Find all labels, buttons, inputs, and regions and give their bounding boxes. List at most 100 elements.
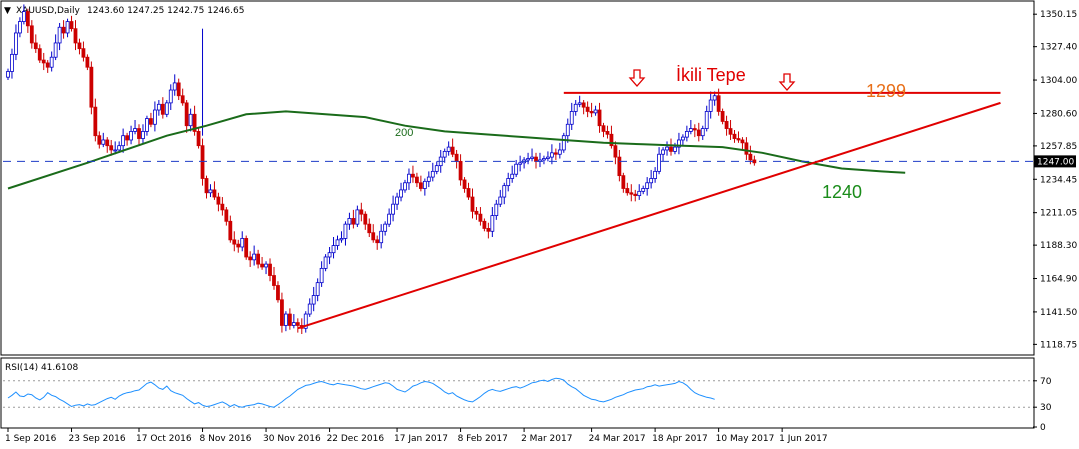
candle-body	[73, 28, 78, 44]
candle-body	[629, 192, 634, 195]
candle-body	[720, 111, 725, 122]
candle-body	[248, 256, 253, 261]
candle-body	[335, 239, 340, 246]
drawn-lines: 1247.00	[3, 91, 1076, 330]
candle-body	[53, 42, 58, 58]
candle-body	[164, 102, 169, 115]
price-tick-label: 1118.75	[1040, 340, 1077, 350]
candle-body	[391, 203, 395, 215]
candle-body	[33, 42, 38, 50]
candle-body	[415, 176, 419, 184]
current-price-badge	[1034, 155, 1076, 168]
candle-body	[93, 106, 98, 137]
peak-arrow-icon	[778, 73, 796, 91]
candle-body	[295, 322, 300, 326]
candle-body	[41, 59, 46, 64]
candle-body	[160, 103, 165, 115]
rsi-title: RSI(14) 41.6108	[5, 363, 78, 373]
candle-body	[411, 173, 415, 178]
candle-body	[708, 99, 713, 112]
price-tick-label: 1350.15	[1040, 10, 1077, 20]
candle-body	[430, 170, 435, 178]
candle-body	[347, 218, 352, 225]
price-tick-label: 1257.85	[1040, 142, 1077, 152]
candle-body	[577, 102, 582, 105]
candle-body	[81, 48, 86, 58]
time-tick-label: 23 Sep 2016	[69, 434, 126, 444]
time-tick-label: 17 Oct 2016	[136, 434, 192, 444]
price-tick-label: 1327.40	[1040, 43, 1077, 53]
candle-body	[109, 145, 114, 151]
price-axis: 1350.15 1327.40 1304.00 1280.60 1257.85 1234.…	[1033, 10, 1077, 350]
candle-body	[260, 263, 264, 268]
candle-body	[601, 125, 606, 132]
candle-body	[617, 156, 622, 177]
candle-body	[716, 95, 721, 112]
time-tick-label: 24 Mar 2017	[589, 434, 646, 444]
time-tick-label: 2 Mar 2017	[521, 434, 572, 444]
candle-body	[748, 153, 753, 161]
candle-body	[478, 213, 483, 222]
candle-body	[502, 185, 507, 198]
resistance-level-label: 1299	[866, 81, 906, 101]
candle-body	[125, 135, 129, 141]
candle-body	[573, 103, 578, 112]
candle-body	[176, 82, 181, 97]
candle-body	[712, 95, 717, 101]
time-tick-label: 10 May 2017	[716, 434, 775, 444]
candle-body	[339, 238, 344, 241]
candle-body	[97, 135, 102, 145]
candle-body	[6, 71, 10, 78]
candle-body	[236, 243, 241, 248]
candle-body	[327, 252, 332, 258]
candle-body	[653, 170, 658, 179]
candle-body	[204, 178, 209, 194]
time-tick-label: 1 Jun 2017	[779, 434, 827, 444]
ma-level-label: 1240	[822, 182, 862, 202]
candle-body	[351, 218, 356, 225]
time-tick-label: 17 Jan 2017	[394, 434, 448, 444]
candle-body	[688, 128, 693, 132]
candle-body	[466, 188, 471, 198]
candle-body	[732, 133, 737, 139]
candle-body	[252, 253, 257, 261]
menu-marker-icon[interactable]: ▼	[4, 6, 11, 16]
candle-body	[200, 145, 205, 179]
time-tick-label: 18 Apr 2017	[652, 434, 708, 444]
candle-body	[18, 21, 22, 34]
rsi-tick-label: 0	[1040, 423, 1046, 433]
candle-body	[553, 152, 558, 155]
candle-body	[307, 303, 312, 315]
candle-body	[736, 138, 741, 141]
candle-body	[149, 118, 153, 125]
price-tick-label: 1188.30	[1040, 241, 1077, 251]
candle-body	[145, 118, 149, 132]
candle-body	[740, 139, 745, 144]
candle-body	[597, 109, 602, 127]
candle-body	[593, 109, 598, 114]
candle-body	[141, 131, 145, 139]
candle-body	[113, 149, 118, 152]
candle-body	[510, 173, 515, 179]
price-tick-label: 1211.05	[1040, 209, 1077, 219]
candle-body	[319, 267, 324, 284]
candle-body	[684, 131, 689, 138]
rsi-line	[7, 377, 715, 408]
candle-body	[673, 146, 677, 152]
price-tick-label: 1304.00	[1040, 76, 1077, 86]
candle-body	[10, 53, 14, 72]
candle-body	[474, 210, 479, 215]
candle-body	[280, 299, 284, 326]
candle-body	[387, 213, 392, 225]
candle-body	[117, 145, 122, 151]
candle-body	[486, 228, 491, 232]
candle-body	[121, 135, 126, 147]
rsi-pane-border	[0, 357, 1035, 429]
candle-body	[649, 178, 654, 184]
candle-body	[514, 163, 519, 175]
candle-body	[315, 282, 320, 296]
candle-body	[45, 62, 50, 68]
candle-body	[57, 26, 62, 44]
candle-body	[216, 196, 221, 205]
